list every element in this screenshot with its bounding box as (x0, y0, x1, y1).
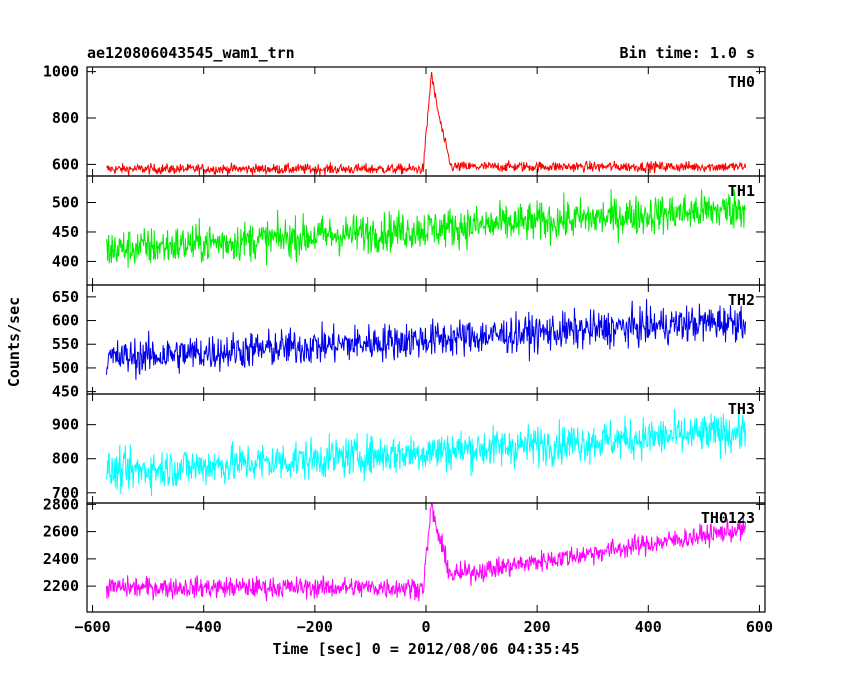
x-tick-label: 400 (635, 618, 662, 636)
x-tick-label: 0 (421, 618, 430, 636)
series-line-th3 (106, 406, 746, 497)
x-tick-label: 200 (524, 618, 551, 636)
y-tick-label: 800 (52, 450, 79, 468)
series-label-th3: TH3 (728, 400, 755, 418)
series-line-th0123 (106, 502, 746, 602)
bin-time-label: Bin time: 1.0 s (619, 44, 755, 62)
panel-frame-th0 (86, 66, 766, 177)
series-label-th0: TH0 (728, 73, 755, 91)
y-tick-label: 1000 (43, 63, 79, 81)
series-line-th2 (106, 298, 746, 380)
y-tick-label: 700 (52, 484, 79, 502)
y-tick-label: 450 (52, 383, 79, 401)
x-tick-label: −400 (186, 618, 222, 636)
x-axis-label: Time [sec] 0 = 2012/08/06 04:35:45 (272, 640, 580, 658)
y-tick-label: 2800 (43, 495, 79, 513)
series-label-th2: TH2 (728, 291, 755, 309)
x-tick-label: 600 (746, 618, 773, 636)
y-tick-label: 900 (52, 416, 79, 434)
y-tick-label: 450 (52, 223, 79, 241)
y-tick-label: 800 (52, 109, 79, 127)
y-tick-label: 550 (52, 335, 79, 353)
y-tick-label: 500 (52, 194, 79, 212)
y-tick-label: 2600 (43, 523, 79, 541)
series-line-th0 (106, 71, 746, 176)
y-tick-label: 400 (52, 252, 79, 270)
y-tick-label: 500 (52, 359, 79, 377)
series-label-th1: TH1 (728, 182, 755, 200)
series-line-th1 (106, 189, 746, 268)
chart-title: ae120806043545_wam1_trn (87, 44, 295, 62)
panel-frame-th3 (86, 393, 766, 504)
x-tick-label: −200 (297, 618, 333, 636)
y-tick-label: 600 (52, 155, 79, 173)
series-label-th0123: TH0123 (701, 509, 755, 527)
y-tick-label: 2200 (43, 577, 79, 595)
y-tick-label: 600 (52, 312, 79, 330)
y-tick-label: 650 (52, 288, 79, 306)
x-tick-label: −600 (74, 618, 110, 636)
y-tick-label: 2400 (43, 550, 79, 568)
y-axis-label: Counts/sec (5, 296, 23, 388)
